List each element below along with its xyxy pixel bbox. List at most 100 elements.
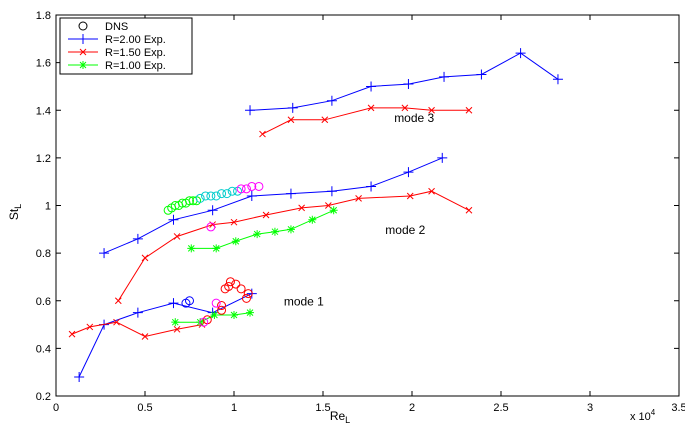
data-point <box>355 195 362 202</box>
data-point <box>68 330 76 338</box>
data-point <box>324 202 332 209</box>
data-point <box>173 233 181 240</box>
data-point <box>230 218 238 226</box>
x-tick-label: 3 <box>587 402 593 414</box>
y-tick-label: 0.6 <box>36 296 51 308</box>
data-point <box>231 237 240 246</box>
legend-entry: R=1.50 Exp. <box>68 47 166 59</box>
data-point <box>270 227 279 236</box>
data-point <box>171 318 180 327</box>
x-tick-label: 1.5 <box>315 402 330 414</box>
data-point <box>173 325 181 333</box>
x-tick-label: 2 <box>409 402 415 414</box>
data-point <box>168 214 179 225</box>
data-point <box>206 222 216 232</box>
data-point <box>217 189 227 199</box>
y-tick-label: 1.6 <box>36 58 51 70</box>
y-tick-label: 0.4 <box>36 343 51 355</box>
data-point <box>253 230 262 239</box>
data-point <box>132 233 143 244</box>
y-tick-label: 0.2 <box>36 391 51 403</box>
series-line <box>191 209 334 249</box>
legend-label: R=2.00 Exp. <box>105 34 166 46</box>
annotation-label: mode 3 <box>394 111 434 125</box>
data-point <box>236 284 246 294</box>
y-tick-label: 1 <box>45 201 51 213</box>
y-axis-title: StL <box>7 204 23 220</box>
data-point <box>195 193 205 203</box>
data-point <box>465 106 473 114</box>
legend-entry: DNS <box>78 21 128 33</box>
legend-marker <box>78 21 88 31</box>
y-tick-label: 1.4 <box>36 105 51 117</box>
data-point <box>476 69 487 80</box>
series <box>259 104 473 138</box>
data-point <box>326 95 337 106</box>
series <box>181 296 194 308</box>
plot-area <box>55 14 680 397</box>
annotation-label: mode 2 <box>385 223 425 237</box>
data-point <box>247 181 257 191</box>
data-point <box>185 296 194 306</box>
legend-marker <box>79 61 87 69</box>
x-axis-title: ReL <box>330 409 350 425</box>
series-line <box>71 321 203 338</box>
series-layer <box>68 48 563 382</box>
data-point <box>298 204 305 212</box>
legend-label: R=1.50 Exp. <box>105 47 166 59</box>
legend-label: DNS <box>105 21 128 33</box>
data-point <box>367 104 375 112</box>
annotations: mode 3 mode 2 mode 1 <box>284 111 435 308</box>
data-point <box>366 181 377 192</box>
data-point <box>141 254 149 262</box>
y-tick-label: 1.8 <box>36 10 51 22</box>
data-point <box>406 192 414 200</box>
data-point <box>185 196 194 206</box>
data-point <box>132 307 143 318</box>
data-point <box>321 116 329 124</box>
legend-marker <box>78 34 88 44</box>
data-point <box>245 105 256 116</box>
data-point <box>230 311 238 320</box>
data-point <box>206 191 216 201</box>
y-tick-label: 0.8 <box>36 248 51 260</box>
series <box>114 187 473 305</box>
data-point <box>114 297 122 305</box>
data-point <box>403 167 414 178</box>
x-tick-label: 2.5 <box>493 402 508 414</box>
legend-marker <box>79 48 87 56</box>
axes: 0 0.5 1 1.5 2 2.5 3 3.5 0.2 0.4 0.6 0.8 1 1.2 1.4 1.6 1.… <box>36 10 685 414</box>
data-point <box>74 371 85 382</box>
x-tick-label: 0 <box>53 402 59 414</box>
data-point <box>241 293 251 303</box>
data-point <box>437 152 448 163</box>
data-point <box>439 71 450 82</box>
data-point <box>329 206 338 215</box>
data-point <box>465 206 473 214</box>
data-point <box>246 190 257 201</box>
series <box>195 186 243 203</box>
data-point <box>428 106 435 114</box>
data-point <box>217 305 227 315</box>
data-point <box>168 298 179 309</box>
data-point <box>231 279 241 289</box>
data-point <box>259 130 266 138</box>
data-point <box>243 289 253 299</box>
data-point <box>99 248 110 259</box>
x-tick-label: 1 <box>231 402 237 414</box>
data-point <box>236 184 246 194</box>
x-tick-label: 0.5 <box>137 402 152 414</box>
legend-label: R=1.00 Exp. <box>105 60 166 72</box>
x-axis-multiplier: x 104 <box>630 408 656 423</box>
annotation-label: mode 1 <box>284 295 324 309</box>
data-point <box>552 74 563 85</box>
data-point <box>401 104 409 112</box>
data-point <box>285 188 296 199</box>
data-point <box>326 186 337 197</box>
data-point <box>287 102 298 113</box>
series <box>99 152 448 259</box>
legend-entry: R=2.00 Exp. <box>68 34 166 46</box>
data-point <box>86 323 94 331</box>
